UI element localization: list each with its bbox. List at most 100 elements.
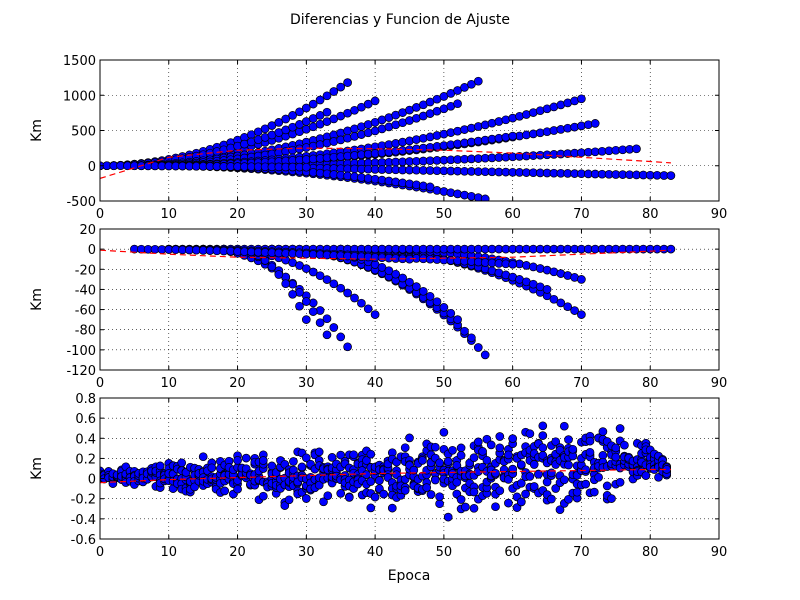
data-point	[555, 505, 565, 515]
data-point	[336, 82, 346, 92]
y-tick-label: 0.8	[75, 392, 96, 407]
data-point	[581, 465, 591, 475]
data-point	[598, 427, 608, 436]
data-point	[308, 307, 318, 316]
data-point	[654, 472, 663, 482]
data-point	[448, 445, 457, 455]
data-point	[207, 463, 217, 473]
y-tick-label: 0	[88, 160, 96, 175]
data-point	[412, 282, 421, 291]
data-point	[384, 266, 394, 276]
data-point	[563, 302, 573, 312]
y-tick-label: -20	[75, 263, 96, 278]
data-point	[329, 323, 339, 332]
data-point	[357, 298, 366, 308]
data-point	[538, 431, 548, 440]
data-point	[329, 279, 339, 289]
data-point	[491, 502, 500, 512]
data-point	[379, 489, 389, 499]
data-point	[233, 456, 242, 465]
data-point	[435, 458, 444, 468]
data-point	[564, 460, 573, 470]
data-point	[336, 450, 346, 460]
x-tick-label: 60	[504, 545, 521, 560]
data-point	[409, 465, 419, 475]
data-point	[482, 434, 492, 444]
data-point	[295, 301, 304, 311]
data-point	[615, 477, 625, 487]
data-point	[405, 277, 414, 287]
y-tick-label: -0.4	[71, 513, 96, 528]
y-tick-label: 0	[88, 473, 96, 488]
data-point	[516, 478, 526, 488]
data-point	[534, 469, 543, 479]
axes-frame	[99, 397, 720, 540]
data-point	[430, 475, 440, 485]
x-tick-label: 70	[573, 376, 590, 391]
y-tick-label: 0.6	[75, 412, 96, 427]
data-point	[319, 497, 328, 507]
data-point	[473, 343, 483, 352]
data-point	[288, 111, 297, 120]
y-axis-label: Km	[29, 457, 45, 480]
data-point	[585, 436, 595, 446]
y-tick-label: -0.2	[71, 493, 96, 508]
data-point	[478, 447, 487, 456]
x-tick-label: 70	[573, 207, 590, 222]
x-tick-label: 0	[96, 207, 104, 222]
data-point	[343, 288, 352, 298]
x-tick-label: 50	[436, 376, 453, 391]
data-point	[538, 421, 548, 431]
data-point	[570, 306, 579, 315]
data-point	[422, 483, 432, 492]
data-point	[564, 494, 573, 504]
data-point	[641, 471, 651, 480]
data-point	[220, 486, 230, 496]
data-point	[456, 495, 466, 504]
data-point	[405, 433, 414, 443]
data-point	[568, 444, 578, 454]
data-point	[542, 477, 552, 487]
data-point	[589, 487, 599, 497]
data-point	[329, 87, 339, 96]
data-point	[323, 491, 333, 501]
data-point	[602, 481, 612, 491]
data-point	[315, 318, 325, 328]
y-tick-label: 0	[88, 243, 96, 258]
axes-frame	[99, 228, 720, 371]
x-tick-label: 80	[642, 545, 659, 560]
data-point	[577, 275, 586, 284]
data-point	[284, 495, 294, 505]
data-point	[343, 78, 352, 87]
data-point	[336, 283, 346, 293]
data-point	[258, 456, 268, 465]
data-point	[322, 330, 332, 340]
data-point	[315, 95, 325, 105]
data-point	[559, 475, 569, 485]
data-point	[432, 297, 442, 307]
y-tick-label: -40	[75, 283, 96, 298]
data-point	[233, 484, 242, 494]
data-point	[301, 453, 311, 463]
data-point	[322, 107, 332, 117]
data-point	[525, 472, 535, 481]
data-point	[366, 503, 376, 513]
data-point	[482, 455, 492, 465]
data-point	[525, 429, 535, 439]
data-point	[418, 456, 427, 465]
data-point	[486, 440, 496, 450]
data-point	[344, 493, 354, 502]
x-tick-label: 80	[642, 376, 659, 391]
data-point	[391, 269, 401, 279]
x-tick-label: 60	[504, 207, 521, 222]
x-tick-label: 80	[642, 207, 659, 222]
data-point	[461, 502, 470, 512]
data-layer	[100, 421, 672, 522]
data-point	[542, 285, 552, 294]
data-point	[366, 449, 376, 459]
data-point	[564, 435, 573, 444]
y-tick-label: 1000	[63, 89, 96, 104]
data-point	[267, 461, 277, 471]
x-tick-label: 10	[161, 545, 178, 560]
